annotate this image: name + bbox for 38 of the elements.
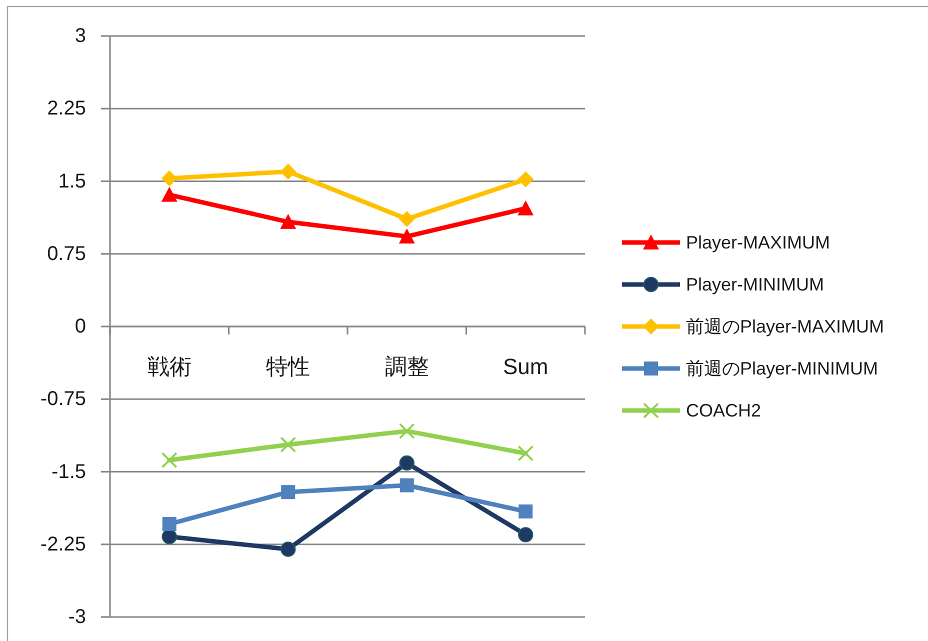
x-tick-label: 戦術 [147,354,192,379]
x-tick-label: 調整 [384,354,429,379]
x-tick-label: Sum [503,354,548,379]
point [518,445,534,462]
point [518,527,534,542]
y-tick-label: 0.75 [47,242,86,265]
point [281,485,296,500]
legend-label: 前週のPlayer-MINIMUM [686,358,878,378]
point [161,186,178,202]
point [162,517,176,532]
legend-label: Player-MAXIMUM [686,232,830,252]
point [518,504,533,518]
point [398,423,415,440]
y-tick-label: 2.25 [47,98,86,120]
legend-label: 前週のPlayer-MAXIMUM [686,316,884,336]
x-tick-label: 特性 [266,354,310,379]
y-tick-label: 3 [74,25,86,47]
legend-label: Player-MINIMUM [686,274,824,294]
point [398,228,415,244]
point [280,164,296,180]
point [518,200,534,216]
point [280,542,296,557]
legend-label: COACH2 [686,400,762,420]
point [518,171,534,188]
y-tick-label: 0 [74,316,86,338]
point [280,214,296,229]
point [398,211,415,228]
y-tick-label: -2.25 [40,533,86,556]
y-tick-label: -3 [68,606,86,628]
y-tick-label: 1.5 [58,170,86,192]
y-tick-label: -1.5 [52,460,86,483]
point [280,436,296,453]
point [161,170,178,186]
point [162,529,177,544]
point [400,478,414,492]
y-tick-label: -0.75 [40,388,86,410]
point [161,452,178,468]
point [399,455,414,471]
